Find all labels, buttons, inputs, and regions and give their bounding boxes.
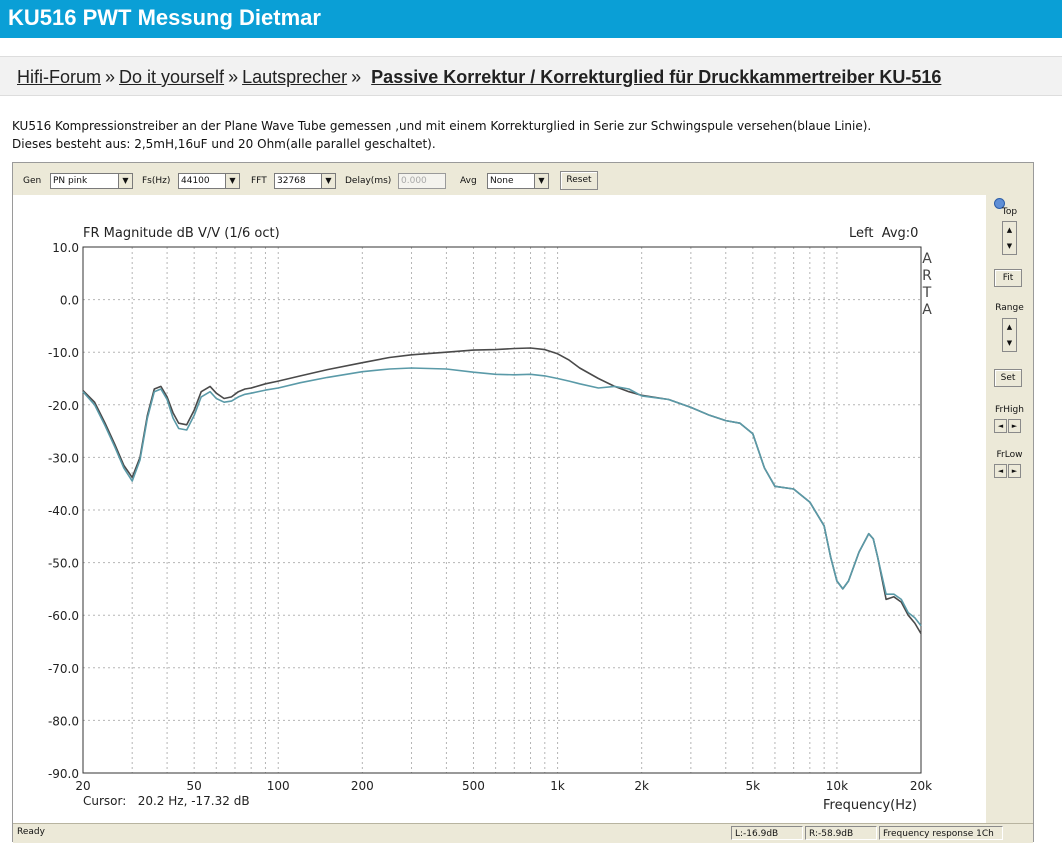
chevron-down-icon: ▼ — [321, 174, 335, 188]
status-ready: Ready — [17, 827, 45, 837]
fft-label: FFT — [251, 176, 267, 186]
avg-select[interactable]: None ▼ — [487, 173, 549, 189]
x-tick-label: 5k — [746, 779, 761, 793]
frlow-label: FrLow — [996, 450, 1023, 460]
fit-button[interactable]: Fit — [994, 269, 1022, 287]
avg-label: Avg — [460, 176, 477, 186]
series-group — [82, 347, 922, 635]
grid — [82, 246, 922, 774]
y-tick-label: -60.0 — [48, 609, 79, 623]
y-tick-label: -40.0 — [48, 504, 79, 518]
arrow-right-icon[interactable]: ► — [1008, 464, 1021, 478]
post-text-line: KU516 Kompressionstreiber an der Plane W… — [12, 119, 872, 133]
breadcrumb: Hifi-Forum» Do it yourself» Lautsprecher» P… — [0, 56, 1062, 96]
breadcrumb-link-hifi-forum[interactable]: Hifi-Forum — [17, 67, 101, 87]
gen-label: Gen — [23, 176, 42, 186]
y-tick-label: -30.0 — [48, 451, 79, 465]
tick-labels: 10.0 0.0 -10.0 -20.0 -30.0 -40.0 -50.0 -60.0 -70… — [48, 241, 932, 793]
arrow-right-icon[interactable]: ► — [1008, 419, 1021, 433]
chevron-down-icon: ▼ — [534, 174, 548, 188]
x-tick-label: 10k — [826, 779, 848, 793]
x-axis-label: Frequency(Hz) — [823, 798, 917, 813]
breadcrumb-separator: » — [351, 67, 362, 87]
y-tick-label: 0.0 — [60, 294, 79, 308]
status-bar: Ready L:-16.9dB R:-58.9dB Frequency resp… — [13, 823, 1033, 843]
x-tick-label: 20k — [910, 779, 932, 793]
x-tick-label: 1k — [550, 779, 565, 793]
cursor-readout: Cursor: 20.2 Hz, -17.32 dB — [83, 794, 250, 808]
range-spinner[interactable]: ▲ ▼ — [1002, 318, 1017, 352]
chart-background — [13, 195, 986, 823]
page-title: KU516 PWT Messung Dietmar — [0, 0, 1062, 38]
fs-value: 44100 — [181, 176, 210, 186]
breadcrumb-link-do-it-yourself[interactable]: Do it yourself — [119, 67, 225, 87]
gen-value: PN pink — [53, 176, 88, 186]
x-tick-label: 50 — [187, 779, 202, 793]
chart-title: FR Magnitude dB V/V (1/6 oct) — [83, 226, 280, 241]
status-mode: Frequency response 1Ch — [879, 826, 1003, 840]
top-label: Top — [1001, 207, 1018, 217]
gen-select[interactable]: PN pink ▼ — [50, 173, 133, 189]
plot-frame — [82, 246, 922, 774]
arta-toolbar: Gen PN pink ▼ Fs(Hz) 44100 ▼ FFT 32768 ▼ De… — [13, 163, 1033, 196]
fs-select[interactable]: 44100 ▼ — [178, 173, 240, 189]
post-text-line: Dieses besteht aus: 2,5mH,16uF und 20 Oh… — [12, 137, 436, 151]
status-left-level: L:-16.9dB — [731, 826, 803, 840]
chevron-down-icon: ▼ — [225, 174, 239, 188]
x-tick-label: 20 — [75, 779, 90, 793]
x-tick-label: 500 — [462, 779, 485, 793]
breadcrumb-current-thread[interactable]: Passive Korrektur / Korrekturglied für D… — [371, 67, 942, 87]
watermark-letter: A — [922, 251, 932, 267]
pin-icon[interactable] — [994, 198, 1005, 209]
watermark-letter: R — [922, 268, 932, 284]
breadcrumb-link-lautsprecher[interactable]: Lautsprecher — [242, 67, 348, 87]
y-tick-label: -80.0 — [48, 714, 79, 728]
x-tick-label: 100 — [267, 779, 290, 793]
fs-label: Fs(Hz) — [142, 176, 171, 186]
series-line-2 — [82, 367, 922, 627]
frhigh-stepper[interactable]: ◄ ► — [994, 419, 1024, 434]
y-tick-label: -10.0 — [48, 346, 79, 360]
x-tick-label: 2k — [634, 779, 649, 793]
y-tick-label: -50.0 — [48, 557, 79, 571]
channel-info: Left Avg:0 — [849, 226, 918, 241]
x-tick-label: 200 — [351, 779, 374, 793]
watermark-letter: T — [922, 285, 932, 301]
frhigh-label: FrHigh — [995, 405, 1024, 415]
y-tick-label: -90.0 — [48, 767, 79, 781]
arrow-left-icon[interactable]: ◄ — [994, 464, 1007, 478]
watermark-letter: A — [922, 302, 932, 318]
fft-select[interactable]: 32768 ▼ — [274, 173, 336, 189]
frlow-stepper[interactable]: ◄ ► — [994, 464, 1024, 479]
set-button[interactable]: Set — [994, 369, 1022, 387]
fft-value: 32768 — [277, 176, 306, 186]
arrow-left-icon[interactable]: ◄ — [994, 419, 1007, 433]
avg-value: None — [490, 176, 514, 186]
frequency-response-chart: 10.0 0.0 -10.0 -20.0 -30.0 -40.0 -50.0 -60.0 -70… — [13, 195, 986, 823]
y-tick-label: -20.0 — [48, 399, 79, 413]
breadcrumb-separator: » — [105, 67, 116, 87]
delay-input[interactable]: 0.000 — [398, 173, 446, 189]
delay-label: Delay(ms) — [345, 176, 392, 186]
arta-right-panel: Top ▲ ▼ Fit Range ▲ ▼ Set FrHigh ◄ ► FrLow … — [986, 195, 1033, 823]
chevron-down-icon: ▼ — [118, 174, 132, 188]
top-spinner[interactable]: ▲ ▼ — [1002, 221, 1017, 255]
y-tick-label: 10.0 — [52, 241, 79, 255]
arta-screenshot: Gen PN pink ▼ Fs(Hz) 44100 ▼ FFT 32768 ▼ De… — [12, 162, 1034, 843]
y-tick-label: -70.0 — [48, 662, 79, 676]
reset-button[interactable]: Reset — [560, 171, 598, 190]
post-text: KU516 Kompressionstreiber an der Plane W… — [12, 117, 871, 153]
status-right-level: R:-58.9dB — [805, 826, 877, 840]
range-label: Range — [995, 303, 1024, 313]
breadcrumb-separator: » — [228, 67, 239, 87]
